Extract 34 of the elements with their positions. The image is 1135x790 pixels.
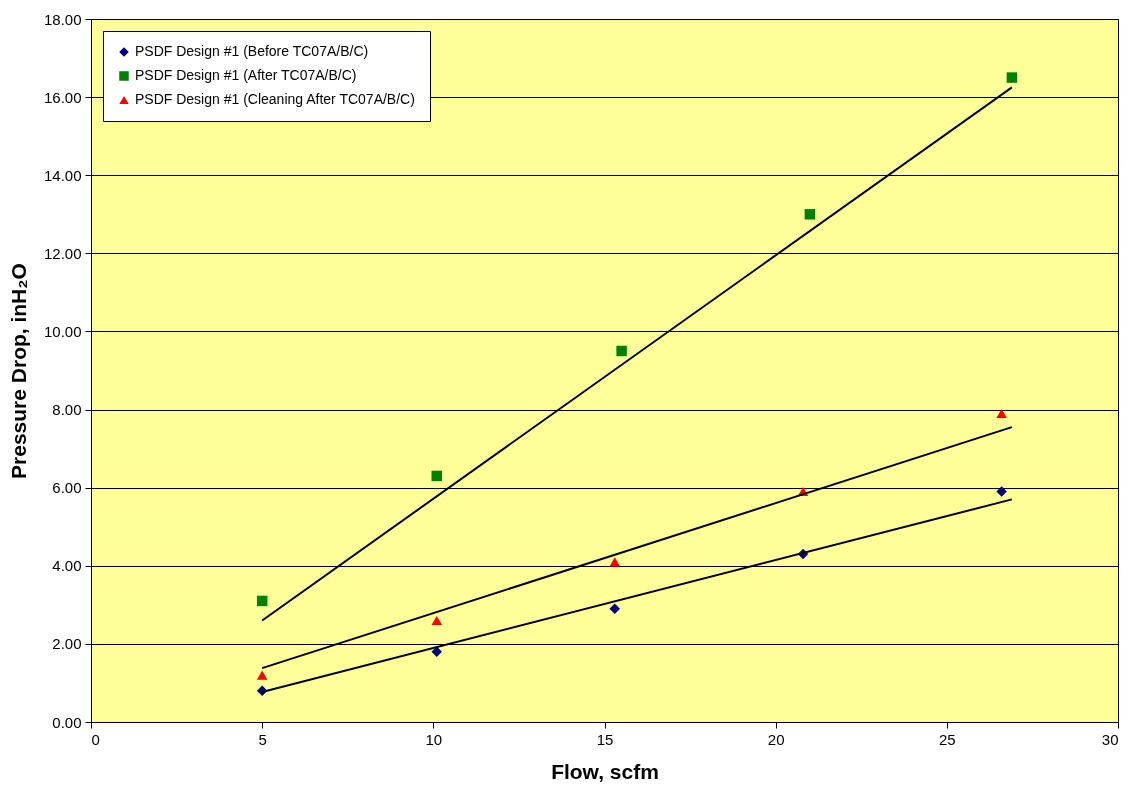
y-tick-label: 2.00	[52, 635, 82, 653]
point	[431, 615, 442, 625]
y-tick-label: 12.00	[43, 244, 82, 262]
point	[256, 595, 268, 607]
x-tick-label: 10	[425, 730, 443, 748]
y-tick-label: 14.00	[43, 166, 82, 184]
y-tick-label: 16.00	[43, 88, 82, 106]
point	[256, 670, 268, 680]
x-tick-label: 15	[596, 730, 614, 748]
point	[996, 408, 1007, 418]
x-tick-label: 0	[91, 730, 100, 748]
y-tick-label: 18.00	[43, 10, 82, 28]
point	[804, 209, 816, 220]
x-tick-label: 5	[258, 730, 267, 748]
point	[431, 646, 442, 657]
x-tick-label: 30	[1101, 730, 1119, 748]
point	[996, 486, 1007, 497]
y-tick-label: 4.00	[52, 557, 82, 575]
point	[609, 557, 621, 567]
point	[1006, 72, 1018, 83]
y-axis-title: Pressure Drop, inH₂O	[6, 263, 30, 479]
x-axis-title: Flow, scfm	[551, 759, 659, 783]
legend-label: PSDF Design #1 (Cleaning After TC07A/B/C)	[135, 91, 415, 107]
y-tick-label: 6.00	[52, 479, 82, 497]
legend-label: PSDF Design #1 (Before TC07A/B/C)	[135, 43, 369, 59]
y-tick-label: 0.00	[52, 713, 82, 731]
y-tick-label: 10.00	[43, 322, 82, 340]
legend-label: PSDF Design #1 (After TC07A/B/C)	[135, 67, 357, 83]
x-tick-label: 20	[767, 730, 785, 748]
point	[616, 345, 627, 357]
point	[431, 470, 442, 482]
x-tick-label: 25	[938, 730, 956, 748]
point	[609, 603, 621, 614]
y-tick-label: 8.00	[52, 401, 82, 419]
